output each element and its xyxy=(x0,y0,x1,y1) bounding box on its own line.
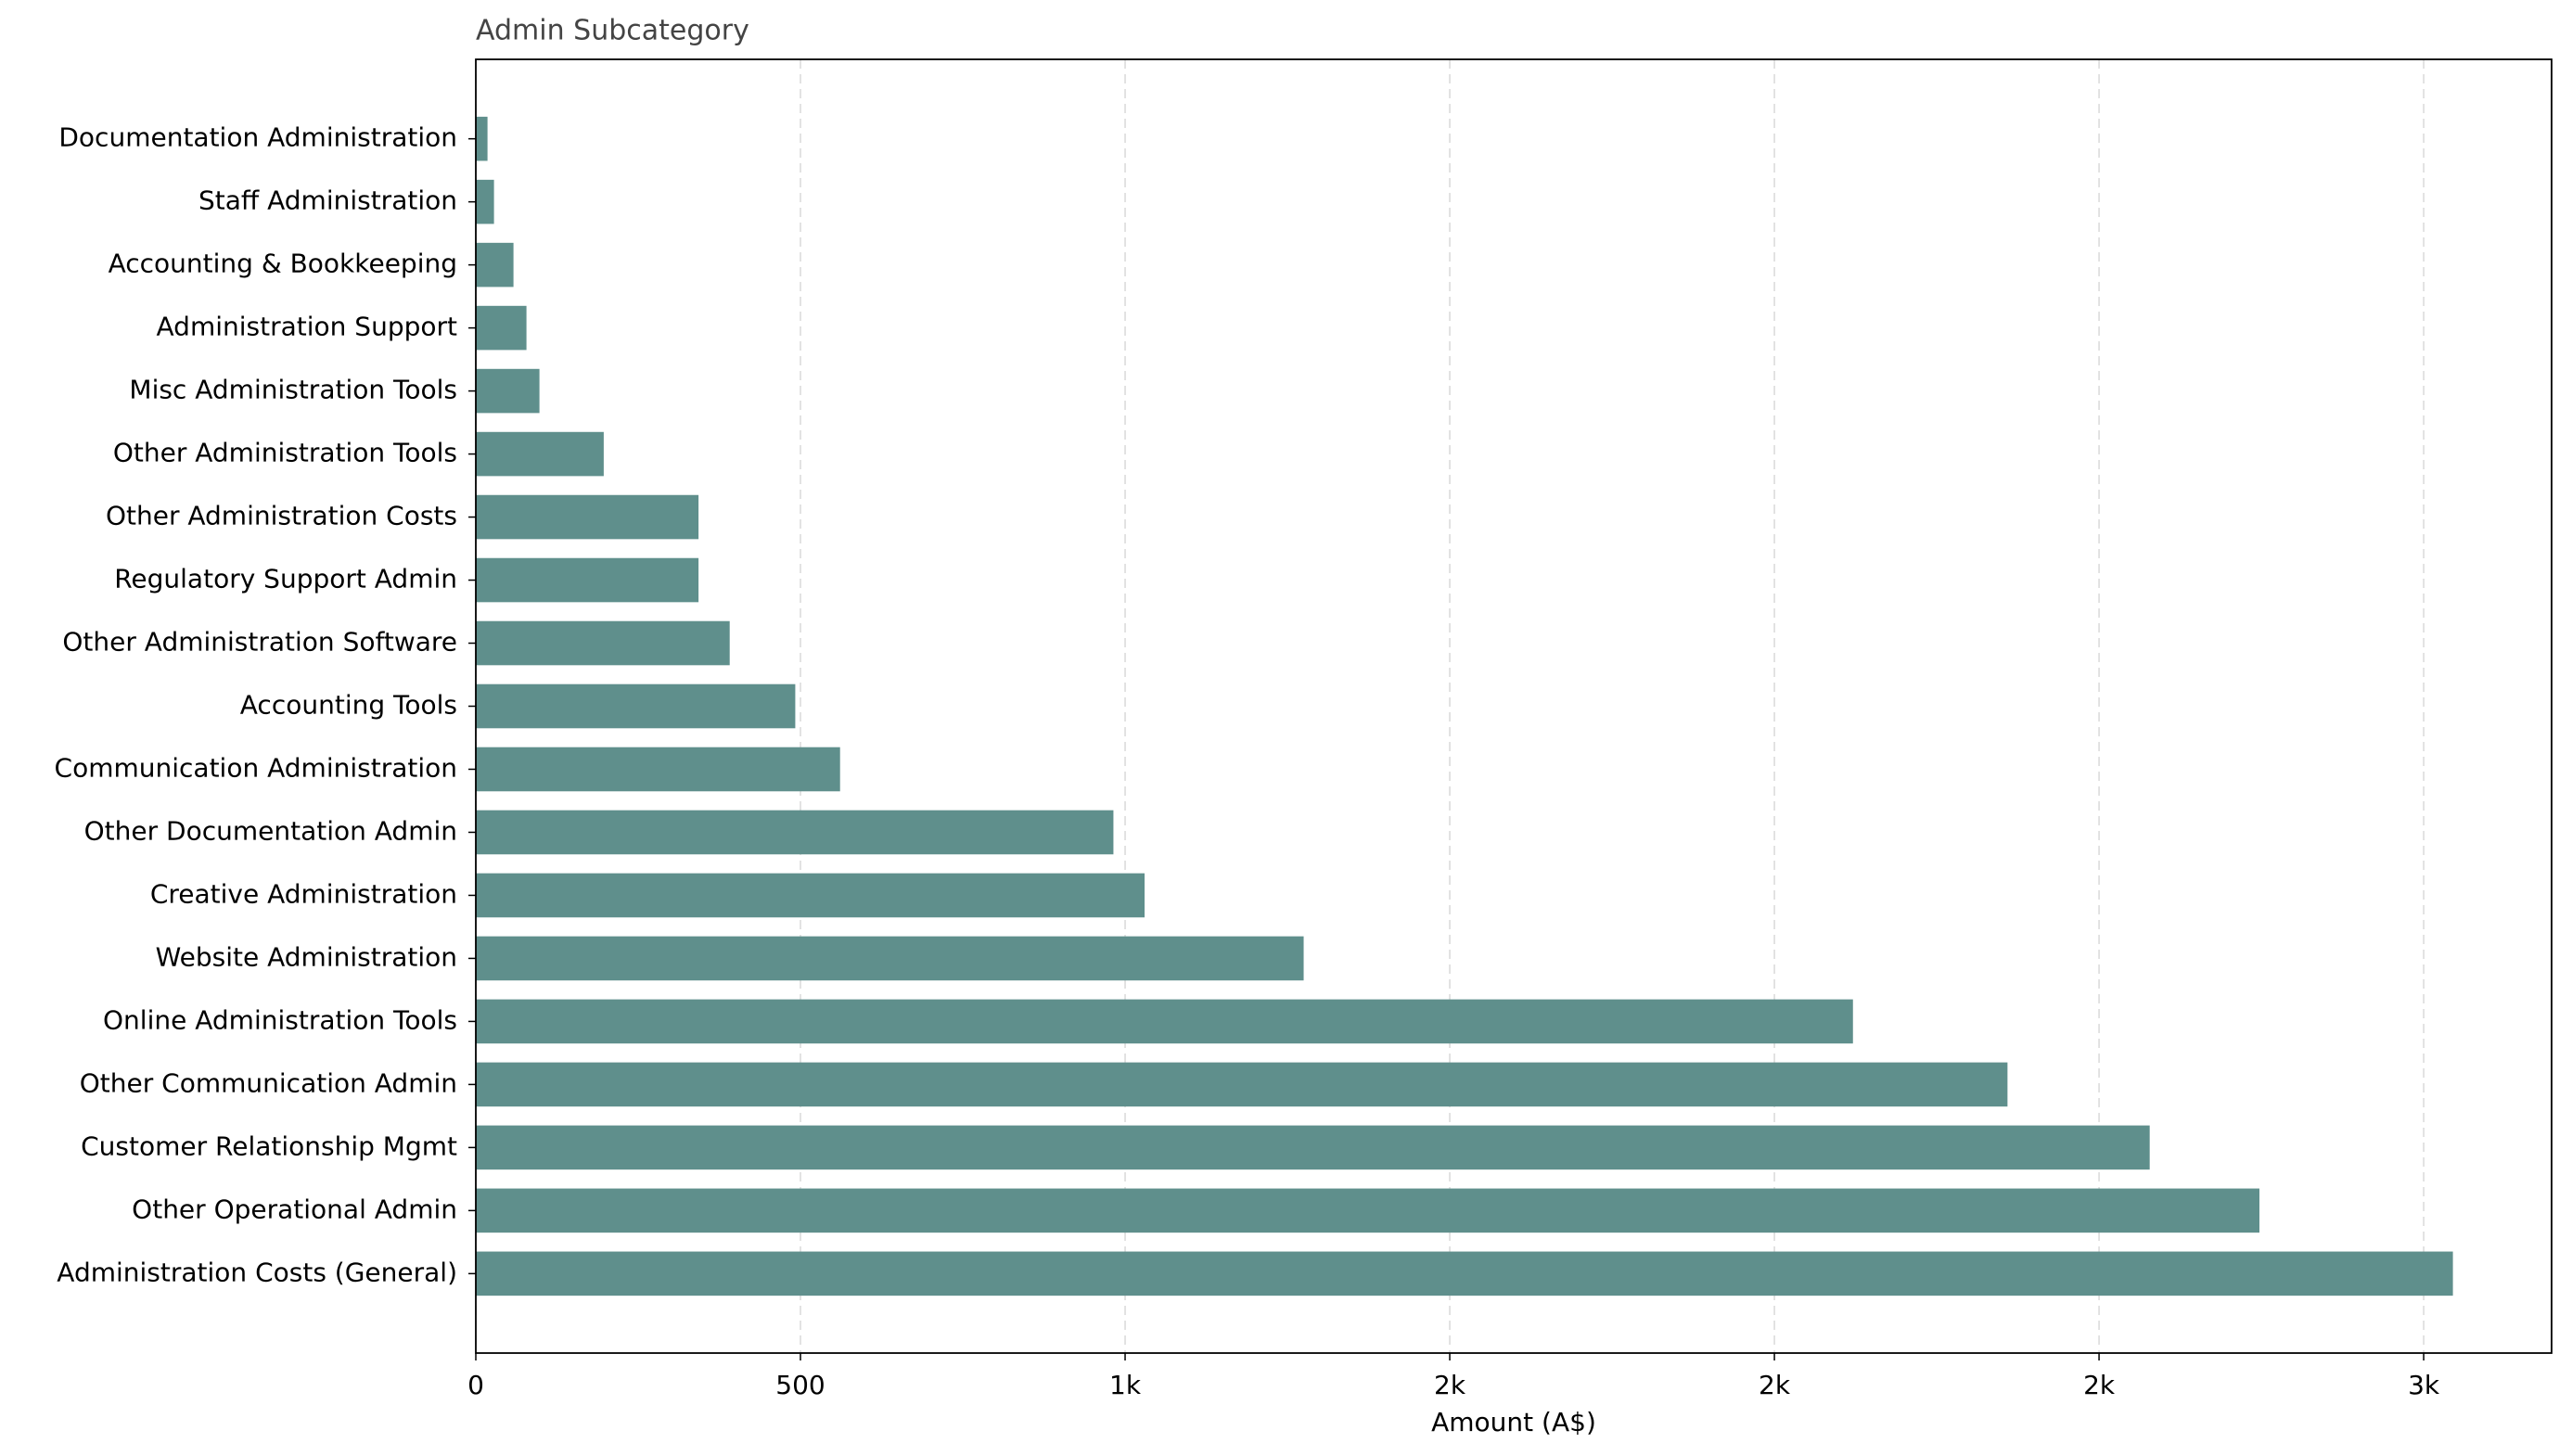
y-tick-label: Administration Support xyxy=(157,312,457,342)
y-tick-label: Accounting & Bookkeeping xyxy=(109,249,457,279)
y-tick-label: Customer Relationship Mgmt xyxy=(81,1130,457,1161)
x-axis-label: Amount (A$) xyxy=(1431,1407,1596,1437)
y-tick-label: Website Administration xyxy=(156,941,457,972)
x-tick-label: 0 xyxy=(467,1370,484,1400)
y-tick-label: Other Documentation Admin xyxy=(84,815,457,846)
bar xyxy=(476,873,1145,918)
bar xyxy=(476,494,699,540)
y-tick-label: Other Administration Software xyxy=(62,627,457,658)
y-tick-label: Other Administration Costs xyxy=(106,501,457,531)
bar xyxy=(476,1062,2008,1107)
plot-frame xyxy=(475,58,2553,1354)
y-tick-label: Regulatory Support Admin xyxy=(114,564,457,594)
bar xyxy=(476,683,796,729)
bar xyxy=(476,431,604,477)
y-tick-label: Administration Costs (General) xyxy=(57,1257,457,1287)
bar xyxy=(476,936,1304,981)
bar xyxy=(476,557,699,603)
y-tick-label: Accounting Tools xyxy=(240,690,457,721)
bar xyxy=(476,747,840,792)
bar xyxy=(476,368,540,414)
bar xyxy=(476,1125,2150,1170)
bar xyxy=(476,999,1853,1044)
x-tick-label: 1k xyxy=(1109,1370,1142,1400)
y-tick-label: Creative Administration xyxy=(150,878,457,909)
bar xyxy=(476,1188,2259,1233)
bar xyxy=(476,116,488,161)
x-tick-label: 3k xyxy=(2408,1370,2440,1400)
bar xyxy=(476,810,1114,855)
x-tick-label: 2k xyxy=(2083,1370,2116,1400)
y-tick-label: Online Administration Tools xyxy=(103,1004,457,1035)
bar xyxy=(476,1251,2453,1296)
y-tick-label: Staff Administration xyxy=(198,185,457,216)
y-tick-label: Other Administration Tools xyxy=(113,438,457,468)
y-tick-label: Documentation Administration xyxy=(58,122,457,153)
x-tick-label: 2k xyxy=(1759,1370,1791,1400)
bar xyxy=(476,179,494,224)
bar xyxy=(476,242,514,287)
chart-title: Admin Subcategory xyxy=(476,15,749,47)
x-tick-label: 500 xyxy=(775,1370,825,1400)
y-tick-label: Other Communication Admin xyxy=(80,1067,457,1098)
y-tick-label: Other Operational Admin xyxy=(132,1194,457,1224)
bar xyxy=(476,305,527,351)
bar xyxy=(476,620,730,666)
x-tick-label: 2k xyxy=(1434,1370,1466,1400)
y-tick-label: Misc Administration Tools xyxy=(129,375,457,405)
y-tick-label: Communication Administration xyxy=(55,752,457,783)
